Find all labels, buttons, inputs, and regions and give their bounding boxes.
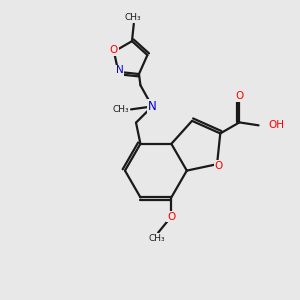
Text: CH₃: CH₃ [124,13,141,22]
Text: N: N [116,65,124,75]
Text: O: O [214,161,223,171]
Text: O: O [167,212,176,221]
Text: OH: OH [268,120,284,130]
Text: N: N [148,100,157,113]
Text: CH₃: CH₃ [148,233,165,242]
Text: CH₃: CH₃ [112,105,129,114]
Text: O: O [235,91,244,101]
Text: O: O [110,45,118,55]
